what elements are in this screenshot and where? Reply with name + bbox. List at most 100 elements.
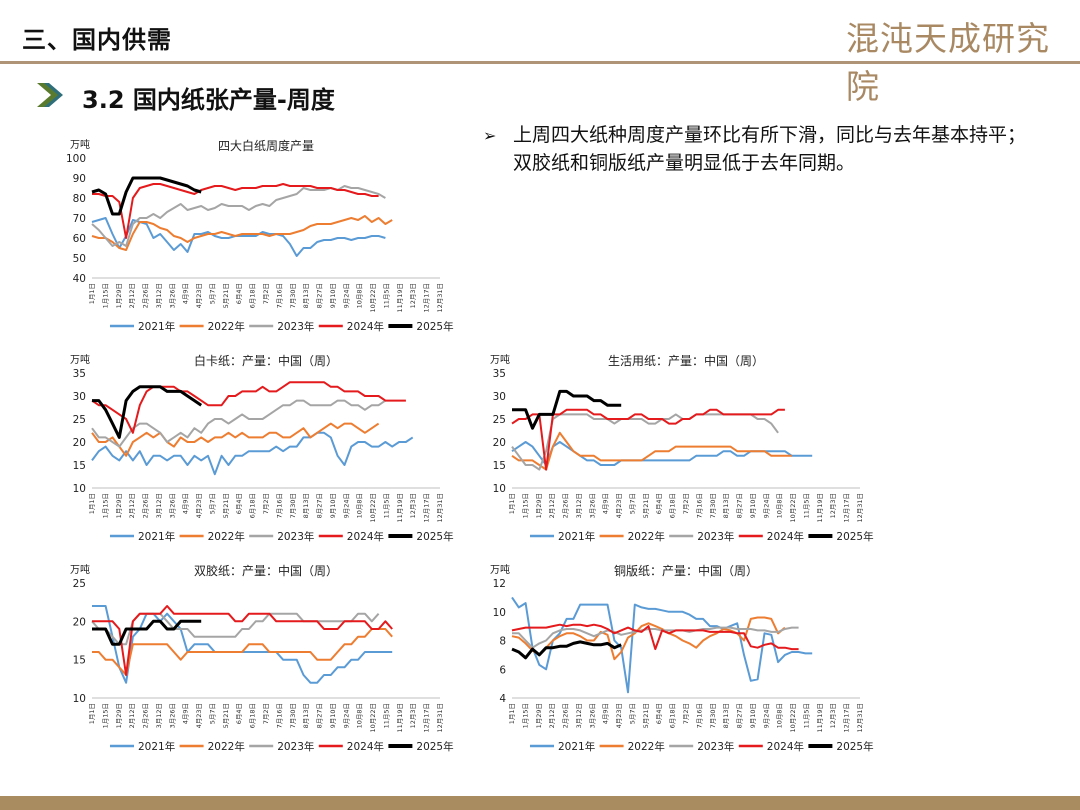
y-tick-label: 10 [493, 607, 506, 619]
bullet-point: ➢ 上周四大纸种周度产量环比有所下滑，同比与去年基本持平；双胶纸和铜版纸产量明显… [483, 121, 1043, 177]
x-tick-label: 12月31日 [856, 493, 864, 523]
x-tick-label: 10月8日 [356, 283, 364, 308]
y-axis-unit: 万吨 [490, 563, 510, 576]
legend-label: 2024年 [347, 740, 384, 753]
y-tick-label: 50 [73, 253, 86, 265]
x-tick-label: 4月9日 [182, 493, 190, 514]
x-tick-label: 12月3日 [829, 703, 837, 728]
x-tick-label: 2月12日 [128, 493, 136, 518]
x-tick-label: 3月26日 [168, 283, 176, 308]
legend-label: 2025年 [836, 530, 873, 543]
chart-coated-paper: 铜版纸：产量：中国（周） 万吨 4 6 8 10 12 1月1日 1月15日 1月29日 2月12日… [490, 563, 874, 753]
series-line-2023年 [512, 626, 799, 649]
x-tick-label: 1月15日 [521, 493, 529, 518]
x-tick-label: 3月12日 [155, 493, 163, 518]
x-tick-label: 11月19日 [816, 703, 824, 733]
x-tick-label: 7月16日 [695, 703, 703, 728]
legend-label: 2025年 [416, 740, 453, 753]
x-tick-label: 5月21日 [642, 493, 650, 518]
y-tick-label: 8 [499, 636, 506, 648]
y-tick-label: 25 [493, 414, 506, 426]
x-tick-label: 2月26日 [562, 703, 570, 728]
y-tick-label: 60 [73, 233, 86, 245]
bullet-text: 上周四大纸种周度产量环比有所下滑，同比与去年基本持平；双胶纸和铜版纸产量明显低于… [513, 124, 1027, 174]
y-axis-unit: 万吨 [70, 353, 90, 366]
legend-label: 2021年 [138, 740, 175, 753]
sub-title: 3.2 国内纸张产量-周度 [82, 86, 335, 114]
x-tick-label: 4月9日 [182, 283, 190, 304]
x-tick-label: 11月5日 [802, 703, 810, 728]
series-line-2022年 [511, 431, 792, 471]
x-tick-label: 4月9日 [602, 703, 610, 724]
legend-label: 2023年 [277, 530, 314, 543]
y-tick-label: 25 [73, 578, 86, 590]
x-tick-label: 12月31日 [856, 703, 864, 733]
x-tick-label: 6月18日 [669, 703, 677, 728]
x-tick-label: 2月26日 [142, 703, 150, 728]
legend-label: 2022年 [208, 740, 245, 753]
x-tick-label: 12月17日 [843, 703, 851, 733]
legend-label: 2023年 [697, 530, 734, 543]
x-tick-label: 1月1日 [88, 283, 96, 304]
series-line-2024年 [511, 408, 785, 471]
x-tick-label: 12月17日 [423, 493, 431, 523]
footer-bar [0, 796, 1080, 810]
series-line-2022年 [92, 628, 393, 676]
x-tick-label: 10月8日 [356, 703, 364, 728]
x-tick-label: 9月10日 [329, 703, 337, 728]
x-tick-label: 4月23日 [195, 493, 203, 518]
series-line-2024年 [511, 623, 799, 651]
x-tick-label: 1月1日 [508, 493, 516, 514]
x-tick-label: 1月15日 [521, 703, 529, 728]
x-tick-label: 11月19日 [396, 283, 404, 313]
x-tick-label: 8月13日 [302, 703, 310, 728]
x-tick-label: 9月10日 [329, 493, 337, 518]
y-tick-label: 4 [499, 693, 506, 705]
bullet-marker: ➢ [483, 126, 497, 145]
x-tick-label: 1月15日 [101, 703, 109, 728]
x-tick-label: 5月21日 [222, 283, 230, 308]
legend-label: 2023年 [697, 740, 734, 753]
x-tick-label: 12月3日 [409, 703, 417, 728]
x-tick-label: 11月19日 [396, 703, 404, 733]
x-tick-label: 11月5日 [382, 283, 390, 308]
legend-label: 2021年 [138, 530, 175, 543]
x-tick-label: 8月27日 [316, 703, 324, 728]
x-tick-label: 11月5日 [382, 493, 390, 518]
y-tick-label: 35 [493, 368, 506, 380]
x-tick-label: 3月12日 [575, 703, 583, 728]
x-tick-label: 6月4日 [235, 703, 243, 724]
x-tick-label: 6月4日 [655, 703, 663, 724]
x-tick-label: 9月24日 [342, 493, 350, 518]
x-tick-label: 12月3日 [829, 493, 837, 518]
x-tick-label: 9月10日 [749, 703, 757, 728]
x-tick-label: 6月4日 [655, 493, 663, 514]
x-tick-label: 10月22日 [789, 703, 797, 733]
series-line-2025年 [91, 176, 202, 216]
y-tick-label: 30 [73, 391, 86, 403]
x-tick-label: 10月22日 [369, 493, 377, 523]
x-tick-label: 8月27日 [316, 283, 324, 308]
x-tick-label: 1月29日 [115, 703, 123, 728]
series-line-2024年 [92, 605, 393, 676]
y-tick-label: 20 [493, 437, 506, 449]
x-tick-label: 10月22日 [369, 283, 377, 313]
x-tick-label: 9月24日 [342, 703, 350, 728]
legend-label: 2021年 [138, 320, 175, 333]
x-tick-label: 12月31日 [436, 703, 444, 733]
chart-woodfree-paper: 双胶纸：产量：中国（周） 万吨 10 15 20 25 1月1日 1月15日 1月29日 2月12… [70, 563, 454, 753]
x-tick-label: 7月30日 [709, 703, 717, 728]
y-tick-label: 40 [73, 273, 86, 285]
chart-title: 四大白纸周度产量 [218, 138, 314, 153]
chart-title: 白卡纸：产量：中国（周） [194, 353, 338, 368]
x-tick-label: 11月19日 [816, 493, 824, 523]
x-tick-label: 1月15日 [101, 283, 109, 308]
header-divider [0, 61, 1080, 64]
x-tick-label: 7月2日 [682, 493, 690, 514]
x-tick-label: 8月13日 [302, 493, 310, 518]
x-tick-label: 12月17日 [423, 283, 431, 313]
x-tick-label: 2月12日 [128, 283, 136, 308]
y-tick-label: 15 [73, 655, 86, 667]
x-tick-label: 5月21日 [222, 493, 230, 518]
y-tick-label: 30 [493, 391, 506, 403]
